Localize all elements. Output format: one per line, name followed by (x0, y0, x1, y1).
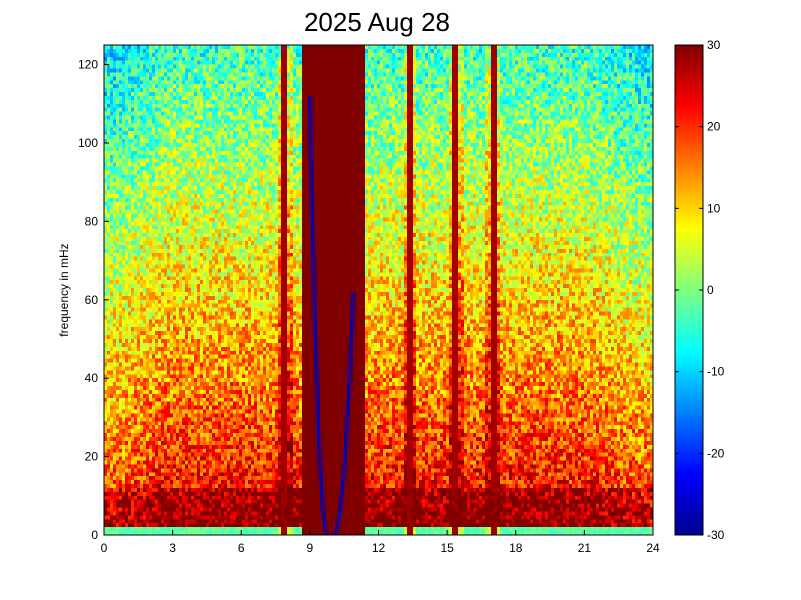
x-tick-label: 9 (307, 541, 314, 555)
colorbar-tick-label: -30 (707, 528, 725, 542)
x-tick-label: 21 (578, 541, 592, 555)
colorbar-tick-label: 10 (707, 201, 721, 215)
x-tick-label: 3 (169, 541, 176, 555)
x-axis: 0 3 6 9 12 15 18 21 24 (101, 530, 660, 555)
colorbar (674, 44, 704, 536)
colorbar-tick-label: 0 (707, 283, 714, 297)
x-tick-label: 24 (646, 541, 660, 555)
y-tick-label: 100 (78, 136, 98, 150)
y-tick-label: 20 (85, 450, 99, 464)
colorbar-tick-label: -10 (707, 365, 725, 379)
x-tick-label: 12 (372, 541, 386, 555)
x-tick-label: 0 (101, 541, 108, 555)
y-axis-label: frequency in mHz (57, 243, 71, 336)
y-tick-label: 40 (85, 371, 99, 385)
x-tick-label: 18 (509, 541, 523, 555)
heatmap-cells (104, 45, 653, 535)
x-tick-label: 6 (238, 541, 245, 555)
colorbar-tick-label: 20 (707, 120, 721, 134)
y-tick-label: 0 (91, 528, 98, 542)
chart-title: 2025 Aug 28 (304, 7, 450, 37)
y-tick-label: 120 (78, 58, 98, 72)
x-tick-label: 15 (440, 541, 454, 555)
colorbar-tick-label: 30 (707, 38, 721, 52)
y-axis: 0 20 40 60 80 100 120 (78, 58, 109, 542)
plot-frame (103, 44, 654, 536)
plot-area (104, 45, 653, 535)
y-tick-label: 80 (85, 214, 99, 228)
colorbar-axis: -30 -20 -10 0 10 20 30 (675, 38, 725, 542)
colorbar-tick-label: -20 (707, 446, 725, 460)
y-tick-label: 60 (85, 293, 99, 307)
